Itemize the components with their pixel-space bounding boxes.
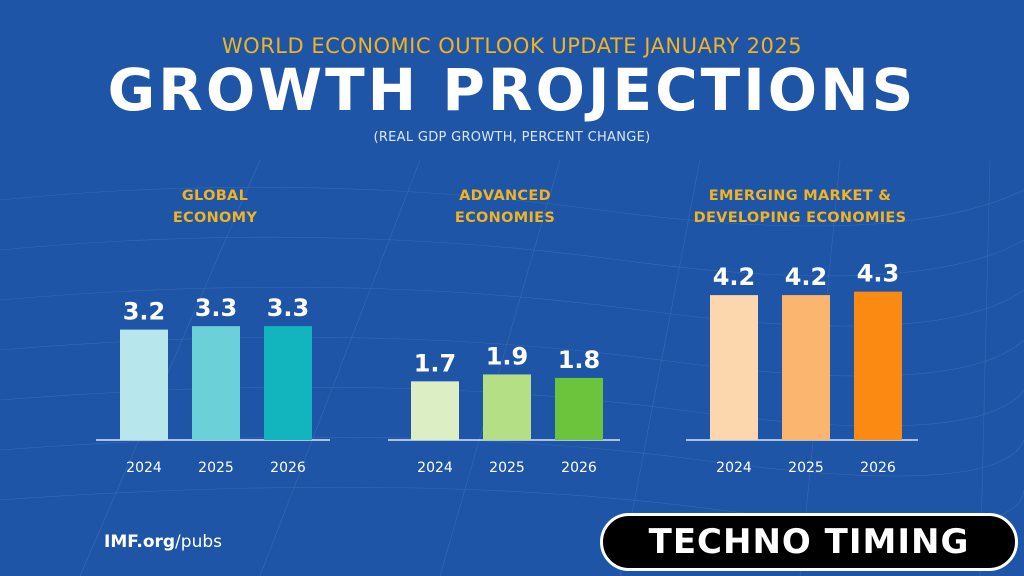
panel-title-emerging-line2: DEVELOPING ECONOMIES bbox=[693, 210, 907, 226]
panel-title-advanced-line2: ECONOMIES bbox=[454, 210, 556, 226]
panel-title-global-line2: ECONOMY bbox=[172, 210, 258, 226]
panel-title-emerging: EMERGING MARKET & DEVELOPING ECONOMIES bbox=[670, 185, 930, 229]
value-label-advanced-2024: 1.7 bbox=[414, 349, 457, 377]
page-title: GROWTH PROJECTIONS bbox=[107, 56, 917, 124]
imf-link-domain: IMF.org bbox=[104, 532, 176, 552]
year-label-advanced-2024: 2024 bbox=[417, 460, 453, 476]
value-label-emerging-2026: 4.3 bbox=[857, 260, 900, 288]
value-label-global-2025: 3.3 bbox=[195, 294, 238, 322]
panel-title-advanced-line1: ADVANCED bbox=[459, 188, 551, 204]
panel-title-global-line1: GLOBAL bbox=[181, 188, 249, 204]
chart-panel-global: 3.2 2024 3.3 2025 3.3 2026 bbox=[96, 294, 330, 476]
bar-advanced-2026 bbox=[555, 377, 603, 440]
chart-panel-emerging: 4.2 2024 4.2 2025 4.3 2026 bbox=[686, 260, 918, 476]
year-label-emerging-2024: 2024 bbox=[716, 460, 752, 476]
year-label-advanced-2026: 2026 bbox=[561, 460, 597, 476]
bar-advanced-2024 bbox=[411, 381, 459, 440]
value-label-advanced-2026: 1.8 bbox=[558, 346, 601, 374]
panel-title-emerging-line1: EMERGING MARKET & bbox=[708, 188, 892, 204]
value-label-emerging-2024: 4.2 bbox=[713, 263, 756, 291]
year-label-global-2025: 2025 bbox=[198, 460, 234, 476]
bar-emerging-2026 bbox=[854, 291, 902, 440]
techno-timing-watermark: TECHNO TIMING bbox=[600, 513, 1018, 571]
value-label-global-2024: 3.2 bbox=[123, 298, 166, 326]
bar-emerging-2024 bbox=[710, 295, 758, 440]
imf-link-path: /pubs bbox=[175, 532, 222, 552]
value-label-emerging-2025: 4.2 bbox=[785, 263, 828, 291]
value-label-global-2026: 3.3 bbox=[267, 294, 310, 322]
bar-global-2025 bbox=[192, 326, 240, 440]
bar-global-2024 bbox=[120, 329, 168, 440]
report-supertitle: WORLD ECONOMIC OUTLOOK UPDATE JANUARY 20… bbox=[221, 34, 803, 58]
year-label-advanced-2025: 2025 bbox=[489, 460, 525, 476]
bar-advanced-2025 bbox=[483, 374, 531, 440]
value-label-advanced-2025: 1.9 bbox=[486, 342, 529, 370]
imf-pubs-link[interactable]: IMF.org/pubs bbox=[104, 532, 222, 552]
panel-title-advanced: ADVANCED ECONOMIES bbox=[400, 185, 610, 229]
chart-subtitle: (REAL GDP GROWTH, PERCENT CHANGE) bbox=[373, 130, 651, 145]
year-label-emerging-2026: 2026 bbox=[860, 460, 896, 476]
panel-title-global: GLOBAL ECONOMY bbox=[110, 185, 320, 229]
year-label-global-2026: 2026 bbox=[270, 460, 306, 476]
bar-global-2026 bbox=[264, 326, 312, 440]
year-label-emerging-2025: 2025 bbox=[788, 460, 824, 476]
watermark-text: TECHNO TIMING bbox=[648, 522, 970, 562]
chart-panel-advanced: 1.7 2024 1.9 2025 1.8 2026 bbox=[388, 342, 620, 476]
year-label-global-2024: 2024 bbox=[126, 460, 162, 476]
bar-emerging-2025 bbox=[782, 295, 830, 440]
